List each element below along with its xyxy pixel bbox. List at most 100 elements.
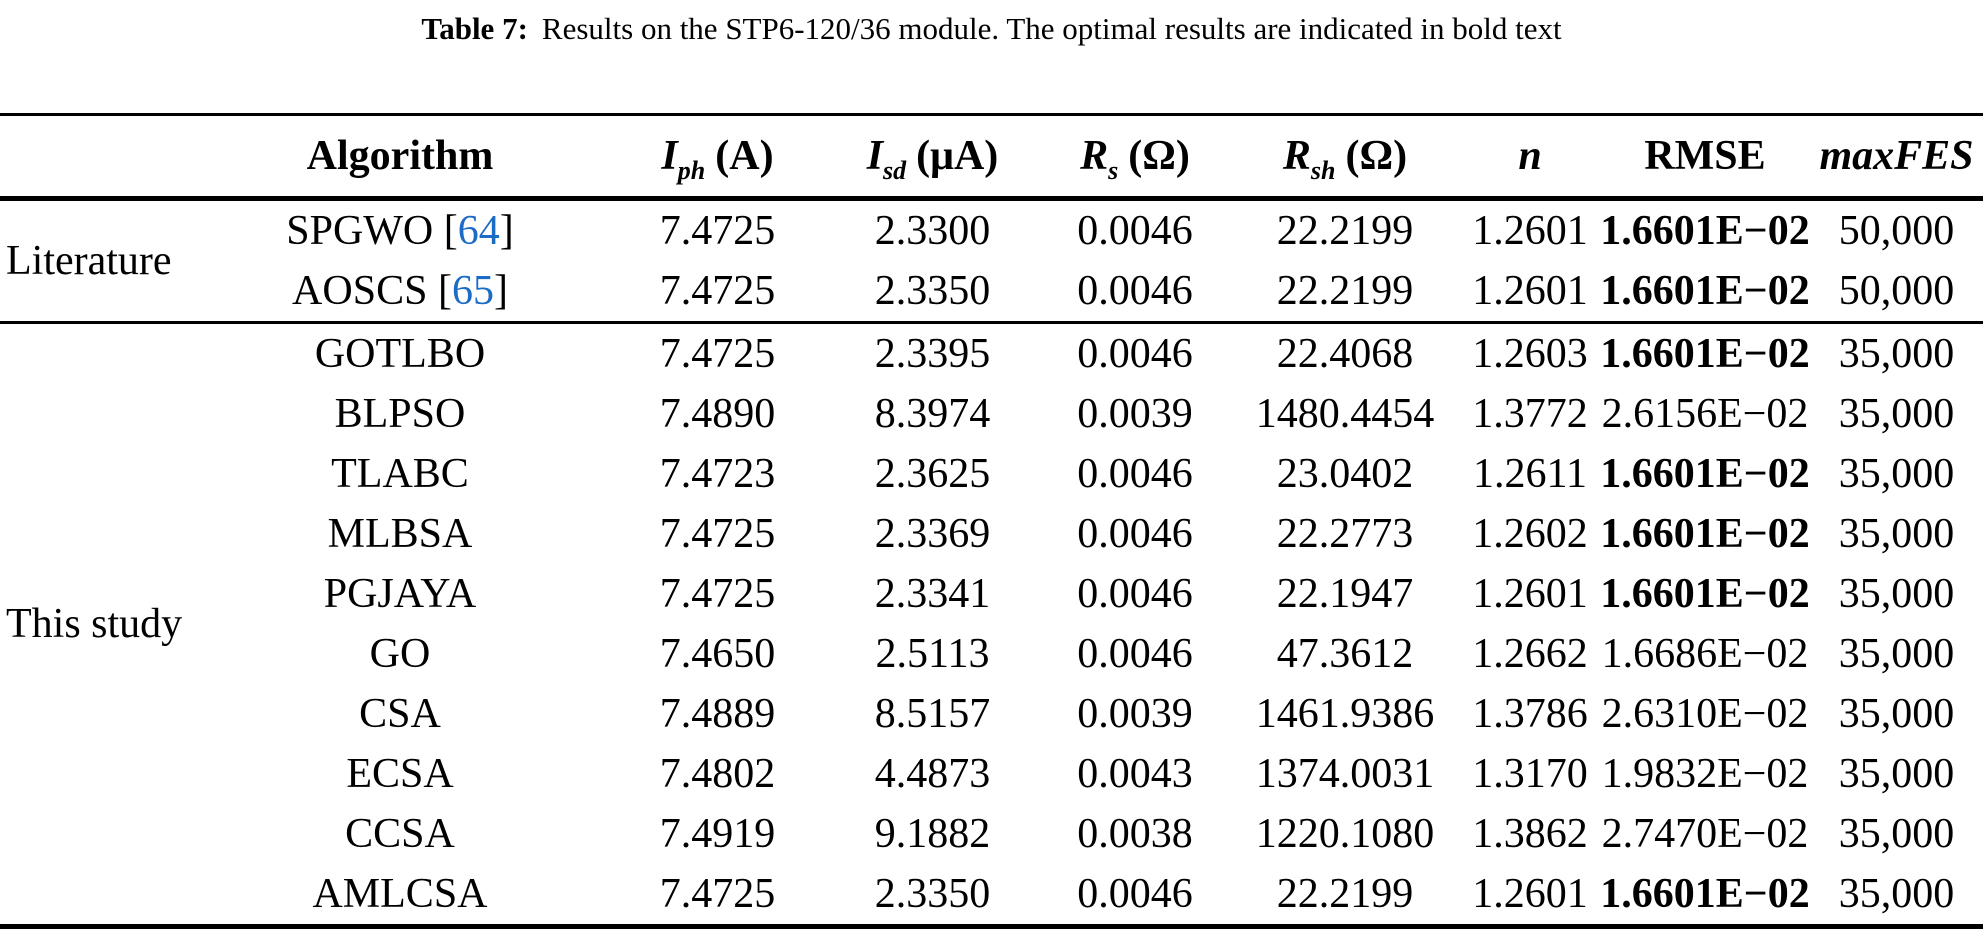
cell-iph: 7.4725 xyxy=(659,268,776,315)
col-header-maxfes: maxFES xyxy=(1810,114,1983,202)
cell-rsh: 22.2199 xyxy=(1276,208,1414,255)
group-label: Literature xyxy=(6,238,172,285)
col-header-rmse: RMSE xyxy=(1600,114,1810,202)
cell-algorithm: AMLCSA xyxy=(312,871,488,918)
cell-isd: 2.5113 xyxy=(875,631,990,678)
table-row: GO 7.4650 2.5113 0.0046 47.3612 1.2662 1.6686E… xyxy=(0,624,1983,684)
cell-n: 1.2611 xyxy=(1473,451,1587,498)
cell-n: 1.3862 xyxy=(1472,811,1588,858)
cell-maxfes: 35,000 xyxy=(1838,811,1955,858)
cell-rs: 0.0038 xyxy=(1077,811,1193,858)
group-label: This study xyxy=(0,321,190,927)
cell-isd: 8.5157 xyxy=(874,691,991,738)
results-table: Algorithm Iph (A) Isd (μA) Rs (Ω) Rsh (Ω) n … xyxy=(0,113,1983,930)
cell-rs: 0.0046 xyxy=(1077,631,1193,678)
cell-rsh: 1374.0031 xyxy=(1255,751,1435,798)
cell-iph: 7.4725 xyxy=(659,208,776,255)
table-row: MLBSA 7.4725 2.3369 0.0046 22.2773 1.2602 1.66… xyxy=(0,504,1983,564)
cell-isd: 8.3974 xyxy=(874,391,991,438)
cell-rsh: 22.2773 xyxy=(1276,511,1414,558)
cell-iph: 7.4919 xyxy=(659,811,776,858)
cell-rmse: 1.6601E−02 xyxy=(1600,451,1810,498)
col-header-algorithm: Algorithm xyxy=(190,114,610,202)
cell-iph: 7.4802 xyxy=(659,751,776,798)
cell-n: 1.2601 xyxy=(1472,571,1588,618)
cell-maxfes: 35,000 xyxy=(1810,321,1983,385)
cell-rs: 0.0046 xyxy=(1077,571,1193,618)
cell-n: 1.2601 xyxy=(1472,268,1588,315)
citation-link[interactable]: 64 xyxy=(457,208,500,255)
table-row: BLPSO 7.4890 8.3974 0.0039 1480.4454 1.3772 2.… xyxy=(0,384,1983,444)
cell-n: 1.3772 xyxy=(1472,391,1588,438)
caption-text: Results on the STP6-120/36 module. The o… xyxy=(541,11,1562,46)
cell-rs: 0.0046 xyxy=(1077,451,1193,498)
cell-algorithm: GO xyxy=(369,631,431,678)
cell-rsh: 1461.9386 xyxy=(1255,691,1435,738)
cell-maxfes: 35,000 xyxy=(1838,451,1955,498)
cell-maxfes: 35,000 xyxy=(1838,391,1955,438)
cell-rmse: 1.6601E−02 xyxy=(1600,208,1810,255)
cell-rmse: 1.6601E−02 xyxy=(1600,571,1810,618)
col-header-isd: Isd (μA) xyxy=(825,114,1040,202)
col-header-rs: Rs (Ω) xyxy=(1040,114,1230,202)
cell-iph: 7.4725 xyxy=(659,871,776,918)
table-row: ECSA 7.4802 4.4873 0.0043 1374.0031 1.3170 1.9… xyxy=(0,744,1983,804)
cell-rs: 0.0046 xyxy=(1077,871,1193,918)
cell-rs: 0.0046 xyxy=(1077,511,1193,558)
cell-isd: 4.4873 xyxy=(874,751,991,798)
col-header-group xyxy=(0,114,190,202)
cell-rmse: 1.6601E−02 xyxy=(1600,511,1810,558)
cell-rsh: 22.2199 xyxy=(1276,871,1414,918)
cell-n: 1.2601 xyxy=(1472,208,1588,255)
cell-isd: 2.3341 xyxy=(874,571,991,618)
table-row: TLABC 7.4723 2.3625 0.0046 23.0402 1.2611 1.66… xyxy=(0,444,1983,504)
cell-rmse: 2.7470E−02 xyxy=(1601,811,1809,858)
cell-iph: 7.4723 xyxy=(659,451,776,498)
cell-maxfes: 35,000 xyxy=(1838,511,1955,558)
table-row: CSA 7.4889 8.5157 0.0039 1461.9386 1.3786 2.63… xyxy=(0,684,1983,744)
cell-rsh: 22.1947 xyxy=(1276,571,1414,618)
cell-rmse: 1.6686E−02 xyxy=(1601,631,1809,678)
cell-iph: 7.4890 xyxy=(659,391,776,438)
col-header-iph: Iph (A) xyxy=(610,114,825,202)
cell-algorithm: AOSCS [65] xyxy=(292,268,508,315)
cell-rs: 0.0046 xyxy=(1040,321,1230,385)
cell-rmse: 2.6310E−02 xyxy=(1601,691,1809,738)
cell-maxfes: 35,000 xyxy=(1838,631,1955,678)
cell-iph: 7.4725 xyxy=(659,571,776,618)
cell-isd: 2.3395 xyxy=(825,321,1040,385)
table-row: AOSCS [65] 7.4725 2.3350 0.0046 22.2199 1.260… xyxy=(0,261,1983,323)
cell-isd: 2.3350 xyxy=(874,268,991,315)
cell-n: 1.2601 xyxy=(1472,871,1588,918)
cell-rsh: 1480.4454 xyxy=(1255,391,1435,438)
cell-iph: 7.4725 xyxy=(610,321,825,385)
table-row: AMLCSA 7.4725 2.3350 0.0046 22.2199 1.2601 1.6… xyxy=(0,864,1983,927)
cell-iph: 7.4889 xyxy=(659,691,776,738)
col-header-n: n xyxy=(1460,114,1600,202)
cell-isd: 2.3300 xyxy=(874,208,991,255)
cell-n: 1.3786 xyxy=(1472,691,1588,738)
citation-link[interactable]: 65 xyxy=(451,268,494,315)
cell-n: 1.2662 xyxy=(1472,631,1588,678)
cell-maxfes: 50,000 xyxy=(1838,268,1955,315)
caption-label: Table 7: xyxy=(421,11,528,46)
cell-isd: 2.3350 xyxy=(874,871,991,918)
table-row: CCSA 7.4919 9.1882 0.0038 1220.1080 1.3862 2.7… xyxy=(0,804,1983,864)
cell-rs: 0.0039 xyxy=(1077,391,1193,438)
cell-iph: 7.4650 xyxy=(659,631,776,678)
cell-isd: 9.1882 xyxy=(874,811,991,858)
col-header-rsh: Rsh (Ω) xyxy=(1230,114,1460,202)
cell-rsh: 22.4068 xyxy=(1230,321,1460,385)
cell-rmse: 2.6156E−02 xyxy=(1601,391,1809,438)
table-row: PGJAYA 7.4725 2.3341 0.0046 22.1947 1.2601 1.6… xyxy=(0,564,1983,624)
cell-rmse: 1.9832E−02 xyxy=(1601,751,1809,798)
cell-rs: 0.0043 xyxy=(1077,751,1193,798)
cell-rmse: 1.6601E−02 xyxy=(1600,871,1810,918)
cell-isd: 2.3369 xyxy=(874,511,991,558)
cell-algorithm: MLBSA xyxy=(327,511,473,558)
cell-algorithm: BLPSO xyxy=(334,391,466,438)
cell-rsh: 1220.1080 xyxy=(1255,811,1435,858)
cell-iph: 7.4725 xyxy=(659,511,776,558)
cell-rs: 0.0046 xyxy=(1077,268,1193,315)
cell-rmse: 1.6601E−02 xyxy=(1600,268,1810,315)
